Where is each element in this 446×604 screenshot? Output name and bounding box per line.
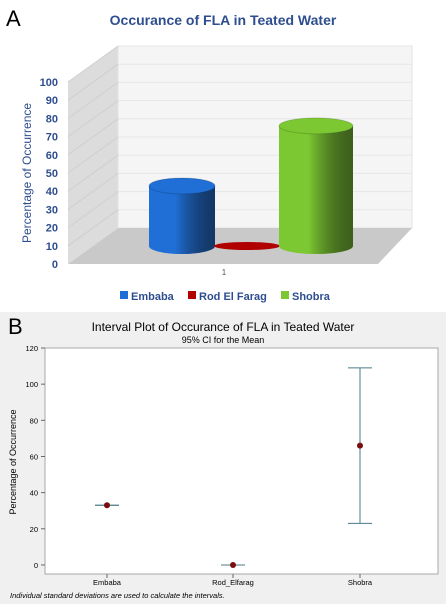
y-tick-label: 10 — [46, 241, 58, 253]
y-tick-label: 80 — [46, 113, 58, 125]
y-tick-label: 60 — [30, 452, 38, 461]
y-tick-label: 50 — [46, 168, 58, 180]
bar-shade — [149, 185, 215, 254]
legend-label-embaba: Embaba — [131, 291, 175, 303]
chart-title-b: Interval Plot of Occurance of FLA in Tea… — [92, 320, 355, 334]
footnote: Individual standard deviations are used … — [10, 591, 225, 600]
chart-title: Occurance of FLA in Teated Water — [110, 12, 337, 28]
side-gridline — [67, 63, 119, 101]
legend-label-rod-el-farag: Rod El Farag — [199, 291, 267, 303]
y-axis-label-b: Percentage of Occurrence — [8, 409, 18, 514]
legend-swatch-shobra — [281, 291, 289, 299]
bar-rod-el-farag — [214, 242, 280, 250]
bar-shade — [279, 125, 353, 254]
x-tick-label: Rod_Elfarag — [212, 578, 254, 587]
x-tick-label: Shobra — [348, 578, 373, 587]
plot-area — [44, 347, 439, 575]
y-tick-label: 120 — [25, 344, 38, 353]
side-gridline — [67, 191, 119, 229]
bar-chart-3d: A Occurance of FLA in Teated Water 0 10 20… — [6, 6, 413, 303]
side-gridline — [67, 81, 119, 119]
side-gridline — [67, 154, 119, 192]
y-tick-label: 70 — [46, 132, 58, 144]
panel-letter-b: B — [8, 314, 23, 339]
y-tick-label: 0 — [34, 561, 38, 570]
legend-swatch-rod-el-farag — [188, 291, 196, 299]
interval-shobra — [348, 367, 372, 524]
side-gridline — [67, 118, 119, 156]
y-tick-label: 100 — [25, 380, 38, 389]
interval-embaba — [95, 502, 119, 509]
chart-subtitle-b: 95% CI for the Mean — [182, 335, 265, 345]
panel-letter-a: A — [6, 6, 21, 31]
legend-label-shobra: Shobra — [292, 291, 331, 303]
bar-shobra — [278, 117, 354, 254]
y-tick-label: 100 — [40, 77, 58, 89]
y-tick-label: 90 — [46, 95, 58, 107]
interval-plot: B Interval Plot of Occurance of FLA in T… — [8, 314, 439, 600]
y-tick-label: 20 — [30, 525, 38, 534]
legend: Embaba Rod El Farag Shobra — [120, 291, 331, 303]
y-tick-label: 20 — [46, 223, 58, 235]
side-gridline — [67, 45, 119, 83]
y-tick-label: 40 — [46, 186, 58, 198]
y-tick-label: 0 — [52, 259, 58, 271]
legend-swatch-embaba — [120, 291, 128, 299]
side-gridline — [67, 100, 119, 138]
bar-top — [278, 117, 354, 135]
y-tick-label: 30 — [46, 204, 58, 216]
bar-top — [148, 177, 216, 195]
y-tick-label: 40 — [30, 489, 38, 498]
mean-point — [357, 442, 363, 449]
mean-point — [230, 561, 236, 568]
y-tick-label: 60 — [46, 150, 58, 162]
x-tick-label: Embaba — [93, 578, 122, 587]
mean-point — [104, 502, 110, 509]
bar-embaba — [148, 177, 216, 254]
y-tick-label: 80 — [30, 416, 38, 425]
panel-b: B Interval Plot of Occurance of FLA in T… — [0, 312, 446, 604]
y-axis-label: Percentage of Occurrence — [20, 103, 34, 243]
side-gridline — [67, 136, 119, 174]
side-gridline — [67, 172, 119, 210]
x-tick-label: 1 — [222, 268, 227, 277]
interval-rod-elfarag — [221, 561, 245, 568]
panel-a: A Occurance of FLA in Teated Water 0 10 20… — [6, 6, 413, 303]
side-gridline — [67, 209, 119, 247]
